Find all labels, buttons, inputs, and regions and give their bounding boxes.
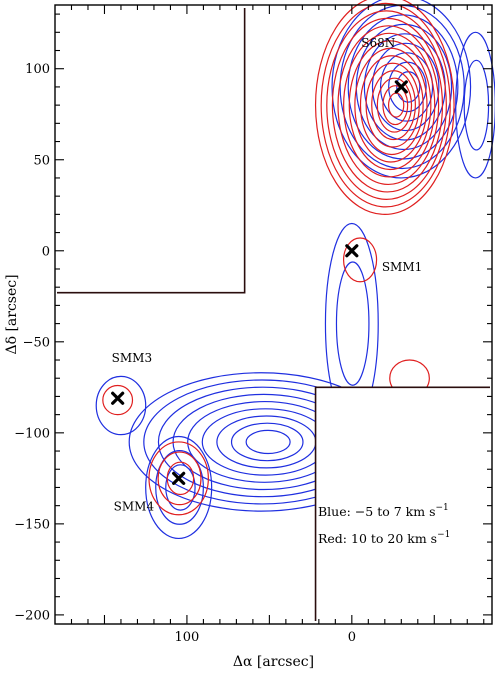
y-tick-label: −50 [23, 335, 50, 350]
y-tick-label: −150 [14, 517, 50, 532]
red-contour-0-6 [348, 40, 432, 171]
x-tick-label: 100 [175, 630, 200, 645]
blue-contour-0-0 [331, 0, 472, 179]
red-contour-0-12 [382, 85, 409, 126]
red-contour-0-0 [314, 0, 455, 215]
blue-contour-1-7 [230, 422, 304, 462]
y-tick-label: 100 [25, 62, 50, 77]
source-label-s68n: S68N [361, 36, 395, 50]
blue-contour-2-0 [145, 435, 213, 540]
blue-contour-0-6 [379, 52, 434, 122]
legend-blue-label: Blue: −5 to 7 km s−1 [318, 503, 449, 519]
source-label-smm3: SMM3 [112, 351, 152, 365]
red-contour-0-8 [359, 55, 424, 156]
blue-contour-2-2 [165, 464, 196, 511]
source-label-smm4: SMM4 [114, 499, 155, 513]
red-contour-2-0 [102, 384, 134, 416]
y-axis-label: Δδ [arcsec] [4, 274, 20, 354]
blue-contour-1-8 [245, 429, 291, 455]
blue-contour-5-0 [455, 31, 495, 179]
plot-frame [54, 4, 493, 625]
source-marker-smm3 [111, 391, 125, 405]
red-contour-0-11 [376, 77, 413, 133]
red-contour-0-9 [365, 62, 420, 148]
legend-red-label: Red: 10 to 20 km s−1 [318, 530, 450, 546]
x-axis-label: Δα [arcsec] [233, 654, 314, 670]
source-markers: S68N SMM1 SMM3 SMM4 [111, 36, 422, 513]
source-marker-smm4 [172, 471, 186, 485]
y-tick-label: 0 [42, 244, 50, 259]
red-contour-0-1 [320, 2, 451, 208]
blue-contour-0-5 [371, 42, 440, 132]
source-marker-smm1 [345, 244, 359, 258]
red-contour-0-10 [371, 70, 416, 141]
blue-contour-1-5 [201, 408, 330, 476]
blue-contour-2-1 [155, 450, 204, 525]
x-tick-label: 0 [348, 630, 356, 645]
blue-contour-5-1 [463, 59, 490, 151]
red-contour-1-1 [157, 451, 202, 506]
masked-regions [55, 5, 492, 624]
red-contour-1-2 [166, 461, 195, 496]
red-contour-0-3 [331, 17, 444, 193]
red-contour-0-7 [354, 47, 428, 163]
red-contour-3-0 [342, 237, 378, 283]
masked-region-0 [55, 5, 245, 293]
y-tick-label: −200 [14, 608, 50, 623]
red-contour-0-13 [387, 92, 405, 118]
red-contour-0-4 [337, 25, 440, 186]
mask-border-upper-left [57, 8, 246, 294]
red-contour-0-5 [343, 32, 436, 178]
red-contour-1-0 [148, 441, 209, 516]
blue-contour-3-0 [95, 375, 147, 436]
mask-border-lower-right [314, 386, 490, 621]
red-contour-0-2 [326, 10, 447, 201]
axis-ticks: 100 0 100 50 0 −50 −100 −150 −200 [14, 5, 492, 645]
source-label-smm1: SMM1 [382, 260, 422, 274]
source-marker-s68n [394, 80, 408, 94]
y-tick-label: −100 [14, 426, 50, 441]
y-tick-label: 50 [33, 153, 50, 168]
blue-contour-4-1 [335, 261, 370, 386]
masked-region-1 [315, 387, 492, 624]
